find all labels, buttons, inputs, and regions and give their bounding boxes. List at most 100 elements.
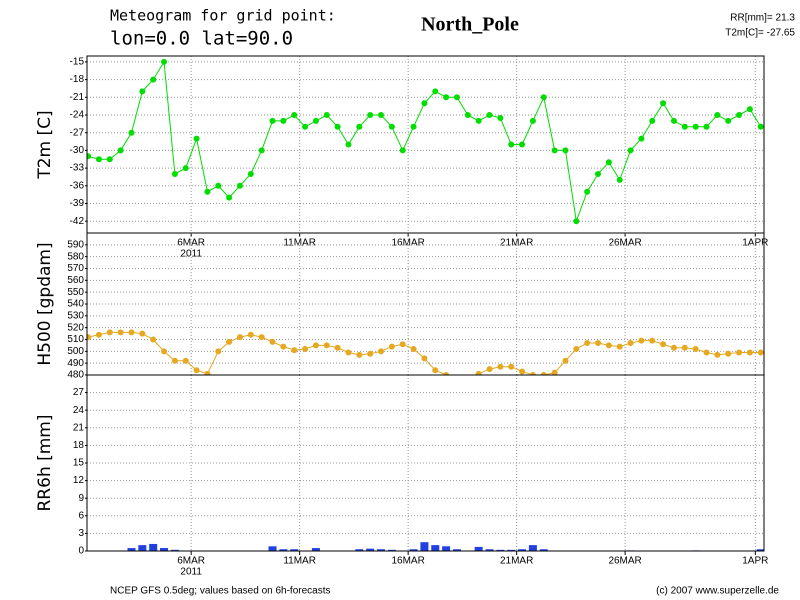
- data-point: [258, 147, 265, 154]
- data-point: [660, 341, 667, 348]
- data-point: [519, 368, 526, 375]
- x-tick-label: 1APR: [742, 556, 768, 567]
- data-point: [334, 123, 341, 130]
- data-point: [638, 135, 645, 142]
- data-point: [378, 112, 385, 118]
- data-point: [660, 100, 667, 107]
- data-point: [247, 171, 254, 177]
- y-tick-label: 3: [78, 528, 84, 539]
- data-point: [161, 348, 168, 355]
- data-point: [171, 171, 178, 177]
- data-point: [269, 338, 276, 345]
- y-tick-label: 520: [67, 322, 84, 333]
- data-point: [204, 370, 211, 375]
- bar: [474, 546, 483, 551]
- data-point: [323, 342, 330, 349]
- header-title: Meteogram for grid point:: [110, 7, 336, 25]
- data-point: [87, 334, 92, 341]
- bar: [485, 549, 494, 551]
- bar: [452, 549, 461, 551]
- series-line: [87, 331, 761, 375]
- y-tick-label: 9: [78, 493, 84, 504]
- y-tick-label: 540: [67, 299, 84, 310]
- place-name: North_Pole: [421, 14, 519, 36]
- y-tick-label: 0: [78, 546, 84, 557]
- data-point: [161, 58, 168, 65]
- data-point: [497, 114, 504, 121]
- data-point: [226, 338, 233, 345]
- data-point: [616, 343, 623, 350]
- bar: [268, 546, 277, 551]
- data-point: [150, 336, 157, 343]
- y-tick-label: 570: [67, 263, 84, 274]
- data-point: [87, 153, 92, 160]
- data-point: [106, 156, 113, 163]
- bar: [279, 549, 288, 551]
- data-point: [746, 349, 753, 356]
- bar: [442, 546, 451, 551]
- x-tick-label: 16MAR: [391, 238, 424, 249]
- data-point: [453, 94, 460, 101]
- y-tick-label: -42: [70, 216, 85, 227]
- bar: [387, 549, 396, 551]
- data-point: [421, 100, 428, 107]
- y-tick-label: -27: [70, 127, 85, 138]
- data-point: [388, 343, 395, 350]
- data-point: [692, 345, 699, 352]
- data-point: [291, 347, 298, 354]
- data-point: [345, 349, 352, 356]
- bar: [377, 549, 386, 551]
- y-tick-label: -36: [70, 180, 85, 191]
- data-point: [464, 112, 471, 118]
- data-point: [432, 88, 439, 95]
- data-point: [486, 366, 493, 373]
- x-tick-label: 21MAR: [500, 238, 533, 249]
- panel-frame: [86, 374, 765, 552]
- bar: [170, 549, 179, 551]
- bar: [496, 549, 505, 551]
- bar: [127, 548, 136, 551]
- bar: [518, 549, 527, 551]
- y-tick-label: -39: [70, 198, 85, 209]
- data-point: [356, 123, 363, 130]
- data-point: [95, 156, 102, 163]
- data-point: [551, 369, 558, 375]
- y-tick-label: 530: [67, 310, 84, 321]
- x-tick-label: 1APR: [742, 238, 768, 249]
- data-point: [378, 348, 385, 355]
- data-point: [714, 351, 721, 358]
- data-point: [605, 342, 612, 349]
- bar: [409, 549, 418, 551]
- data-point: [421, 355, 428, 362]
- data-point: [367, 350, 374, 357]
- x-year-label: 2011: [180, 567, 202, 578]
- header-location: lon=0.0 lat=90.0: [110, 28, 293, 50]
- data-point: [649, 337, 656, 344]
- x-tick-label: 21MAR: [500, 556, 533, 567]
- y-tick-label: 580: [67, 251, 84, 262]
- footer-source: NCEP GFS 0.5deg; values based on 6h-fore…: [110, 586, 331, 597]
- data-point: [280, 117, 287, 124]
- y-axis-label: H500 [gpdam]: [35, 242, 55, 365]
- data-point: [193, 367, 200, 374]
- data-point: [367, 112, 374, 118]
- data-point: [399, 147, 406, 154]
- footer-credit: (c) 2007 www.superzelle.de: [656, 586, 779, 597]
- data-point: [117, 147, 124, 154]
- y-tick-label: 18: [73, 440, 85, 451]
- y-tick-label: 24: [73, 405, 85, 416]
- data-point: [529, 117, 536, 124]
- bar: [290, 549, 299, 551]
- data-point: [573, 218, 580, 225]
- bar: [138, 545, 147, 551]
- data-point: [139, 88, 146, 95]
- data-point: [236, 334, 243, 341]
- data-point: [312, 117, 319, 124]
- data-point: [573, 345, 580, 352]
- x-tick-label: 26MAR: [608, 238, 641, 249]
- rr-total: RR[mm]= 21.3: [730, 13, 795, 24]
- data-point: [236, 182, 243, 189]
- data-point: [258, 334, 265, 341]
- data-point: [497, 363, 504, 370]
- data-point: [681, 344, 688, 351]
